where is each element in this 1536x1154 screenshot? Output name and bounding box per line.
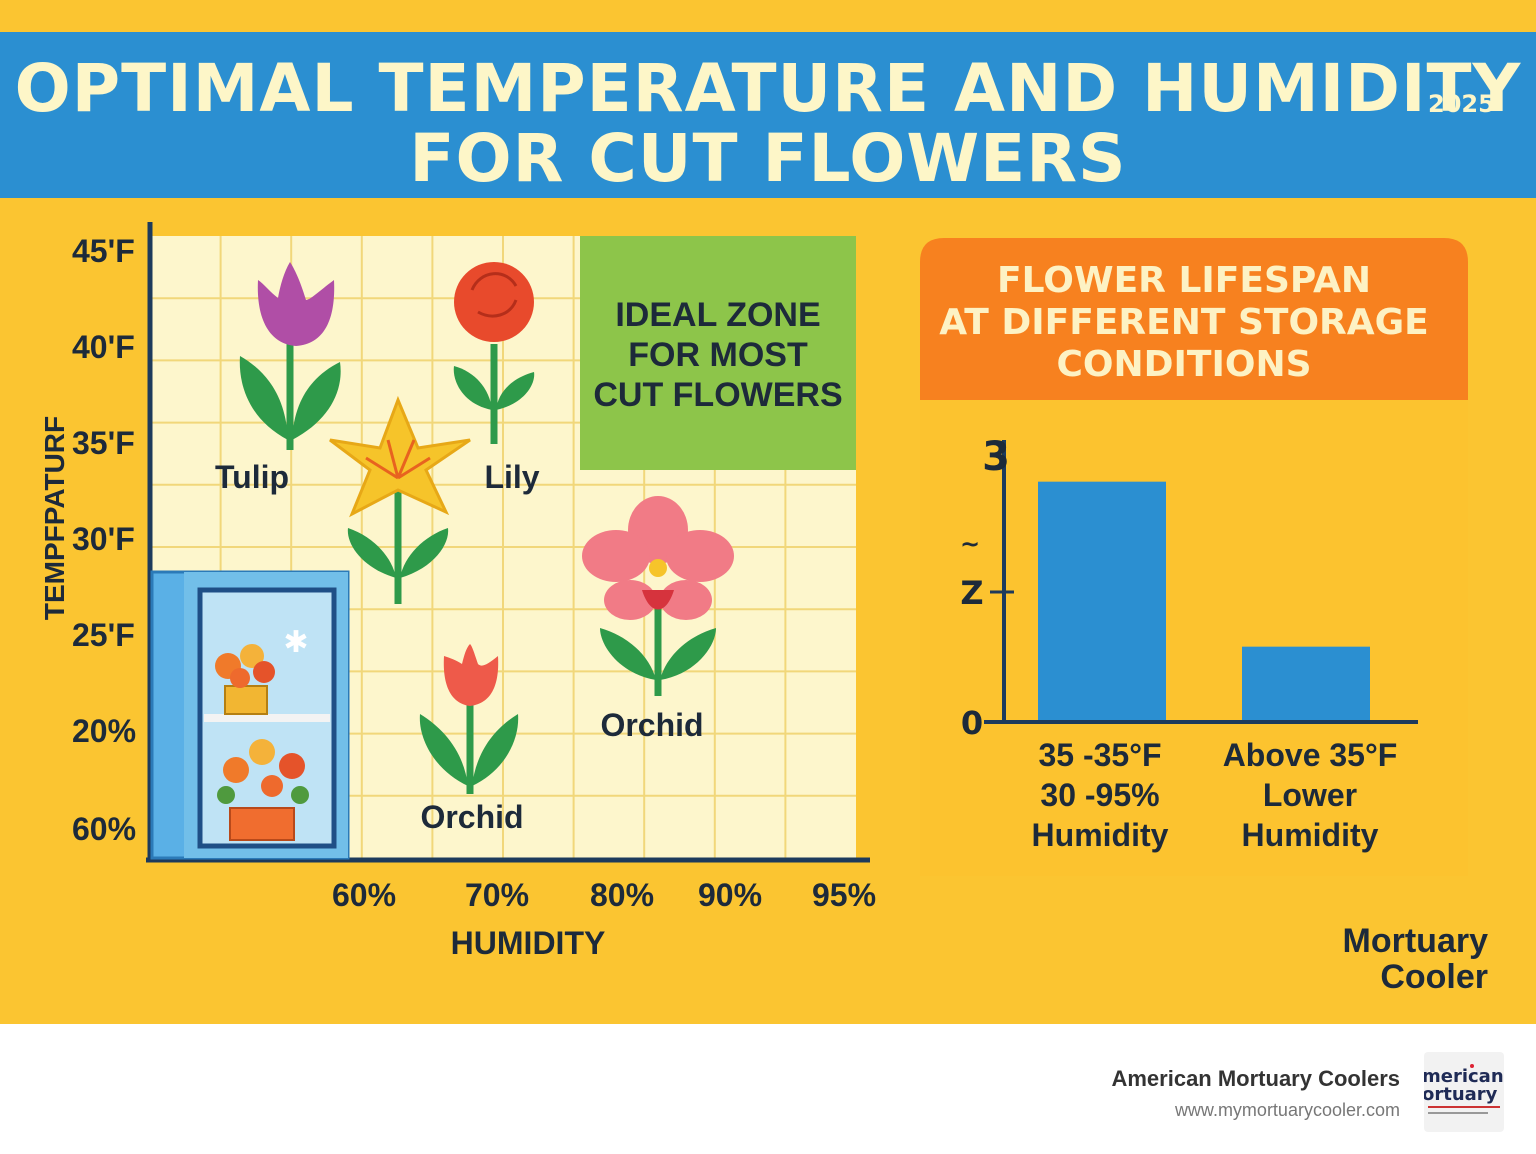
bar-y-tick-label: 3 [982, 434, 1010, 480]
footer-website-link[interactable]: www.mymortuarycooler.com [1174, 1100, 1400, 1120]
ideal-zone-line-1: IDEAL ZONE [615, 296, 820, 334]
title-line-1: OPTIMAL TEMPERATURE AND HUMIDITY [14, 50, 1522, 127]
bar-category-label: Lower [1263, 777, 1357, 813]
y-tick-label: 30'F [72, 521, 135, 557]
bar-y-tick-label: Z [960, 574, 983, 612]
x-tick-label: 60% [332, 877, 396, 913]
bar-y-tick-label: ~ [960, 530, 980, 558]
lifespan-title-line-1: FLOWER LIFESPAN [997, 260, 1371, 301]
svg-text:✱: ✱ [283, 626, 308, 659]
title-banner: OPTIMAL TEMPERATURE AND HUMIDITY FOR CUT… [0, 32, 1536, 198]
bar-2 [1242, 646, 1370, 720]
x-tick-label: 95% [812, 877, 876, 913]
footer-bar: American Mortuary Coolers www.mymortuary… [0, 1024, 1536, 1154]
ideal-zone [580, 236, 856, 470]
bar-category-label: Humidity [1032, 817, 1169, 853]
year-label: 2025 [1428, 90, 1495, 118]
lifespan-panel [920, 400, 1468, 876]
lifespan-title-line-3: CONDITIONS [1056, 344, 1311, 385]
bar-category-label: Humidity [1242, 817, 1379, 853]
brand-line-2: Cooler [1380, 958, 1488, 996]
lifespan-title-line-2: AT DIFFERENT STORAGE [939, 302, 1429, 343]
red-tulip-flower-illustration [419, 644, 519, 794]
tulip-flower-illustration [239, 262, 341, 450]
bar-series [1038, 481, 1370, 720]
bar-category-label: 35 -35°F [1038, 737, 1161, 773]
bar-category-label: Above 35°F [1223, 737, 1398, 773]
brand-line-1: Mortuary [1343, 922, 1489, 960]
footer-company-name: American Mortuary Coolers [1111, 1066, 1400, 1091]
x-axis-title: HUMIDITY [451, 925, 606, 961]
x-tick-label: 90% [698, 877, 762, 913]
lifespan-header-box [920, 238, 1468, 400]
flower-label-lily: Lily [484, 459, 539, 495]
x-tick-label: 80% [590, 877, 654, 913]
y-tick-label: 25'F [72, 617, 135, 653]
bar-category-label: 30 -95% [1040, 777, 1159, 813]
logo-text-line-1: merican [1424, 1066, 1504, 1087]
logo-text-line-2: ortuary [1424, 1084, 1498, 1105]
cooler-cabinet-illustration: ✱ [150, 570, 350, 860]
ideal-zone-line-3: CUT FLOWERS [593, 376, 842, 414]
y-tick-label: 45'F [72, 233, 135, 269]
flower-label-tulip: Tulip [215, 459, 289, 495]
y-tick-label: 60% [72, 811, 136, 847]
title-line-2: FOR CUT FLOWERS [409, 120, 1127, 197]
y-tick-label: 35'F [72, 425, 135, 461]
orchid-flower-illustration [582, 496, 734, 696]
rose-flower-illustration [453, 262, 535, 444]
lily-flower-illustration [329, 395, 471, 604]
ideal-zone-line-2: FOR MOST [628, 336, 808, 374]
bar-1 [1038, 481, 1166, 720]
chart-canvas: IDEAL ZONE FOR MOST CUT FLOWERS 45'F 40'… [39, 222, 1489, 996]
bar-y-tick-label: 0 [961, 704, 983, 742]
company-logo: merican ortuary [1424, 1052, 1504, 1132]
flower-label-orchid-upper: Orchid [600, 707, 703, 743]
y-axis-title: TEMPFPATURF [39, 416, 70, 620]
y-tick-label: 40'F [72, 329, 135, 365]
y-tick-label: 20% [72, 713, 136, 749]
flower-label-orchid-lower: Orchid [420, 799, 523, 835]
x-tick-label: 70% [465, 877, 529, 913]
